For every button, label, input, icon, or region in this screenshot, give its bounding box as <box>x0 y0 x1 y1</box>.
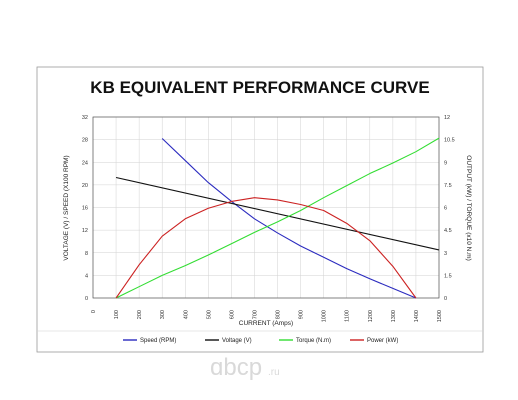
series-layer <box>115 137 440 299</box>
x-tick-label: 700 <box>252 310 258 319</box>
right-tick-label: 9 <box>444 160 447 166</box>
x-tick-label: 300 <box>160 310 166 319</box>
right-axis-label: OUTPUT (kW) / TORQUE (x10 N.m) <box>465 155 472 260</box>
legend-label-power-kw: Power (kW) <box>367 338 398 344</box>
x-tick-label: 200 <box>137 310 143 319</box>
right-tick-label: 0 <box>444 296 447 302</box>
left-axis-ticks: 0 4 8 12 16 20 24 28 32 <box>82 115 88 302</box>
x-tick-label: 1300 <box>391 310 397 322</box>
series-line-speed-rpm <box>161 138 417 299</box>
left-tick-label: 16 <box>82 206 88 212</box>
series-line-voltage-v <box>115 176 440 251</box>
x-axis-label: CURRENT (Amps) <box>239 320 293 327</box>
x-tick-label: 1500 <box>437 310 443 322</box>
x-tick-label: 400 <box>183 310 189 319</box>
x-tick-label: 1200 <box>368 310 374 322</box>
right-tick-label: 10.5 <box>444 138 455 144</box>
legend-label-torque-n-m: Torque (N.m) <box>296 338 331 344</box>
right-tick-label: 1.5 <box>444 273 452 279</box>
right-tick-label: 12 <box>444 115 450 121</box>
left-tick-label: 24 <box>82 160 88 166</box>
series-line-power-kw <box>115 197 417 299</box>
left-tick-label: 12 <box>82 228 88 234</box>
x-tick-label: 900 <box>299 310 305 319</box>
chart-title: KB EQUIVALENT PERFORMANCE CURVE <box>90 78 429 97</box>
x-axis-ticks: 0 100 200 300 400 500 600 700 800 900 1000 1100 1200… <box>91 310 443 322</box>
left-tick-label: 0 <box>85 296 88 302</box>
plot-area-border <box>92 116 440 299</box>
left-tick-label: 32 <box>82 115 88 121</box>
right-axis-ticks: 0 1.5 3 4.5 6 7.5 9 10.5 12 <box>444 115 455 302</box>
x-tick-label: 1100 <box>345 310 351 322</box>
watermark-text: ɑbcp <box>210 354 262 381</box>
left-tick-label: 4 <box>85 273 88 279</box>
x-tick-label: 800 <box>276 310 282 319</box>
left-tick-label: 28 <box>82 138 88 144</box>
left-tick-label: 8 <box>85 251 88 257</box>
right-tick-label: 7.5 <box>444 183 452 189</box>
right-tick-label: 6 <box>444 206 447 212</box>
legend: Speed (RPM) Voltage (V) Torque (N.m) Power … <box>123 338 398 344</box>
legend-label-voltage-v: Voltage (V) <box>222 338 252 344</box>
left-axis-label: VOLTAGE (V) / SPEED (X100 RPM) <box>63 155 70 260</box>
right-tick-label: 3 <box>444 251 447 257</box>
watermark-suffix: .ru <box>268 367 280 378</box>
x-tick-label: 1000 <box>322 310 328 322</box>
watermark-logo: ɑbcp .ru <box>210 354 280 381</box>
left-tick-label: 20 <box>82 183 88 189</box>
legend-label-speed-rpm: Speed (RPM) <box>140 338 176 344</box>
right-tick-label: 4.5 <box>444 228 452 234</box>
x-tick-label: 500 <box>206 310 212 319</box>
series-line-torque-n-m <box>115 137 440 299</box>
x-tick-label: 600 <box>229 310 235 319</box>
x-tick-label: 0 <box>91 310 97 313</box>
x-tick-label: 100 <box>114 310 120 319</box>
x-tick-label: 1400 <box>414 310 420 322</box>
